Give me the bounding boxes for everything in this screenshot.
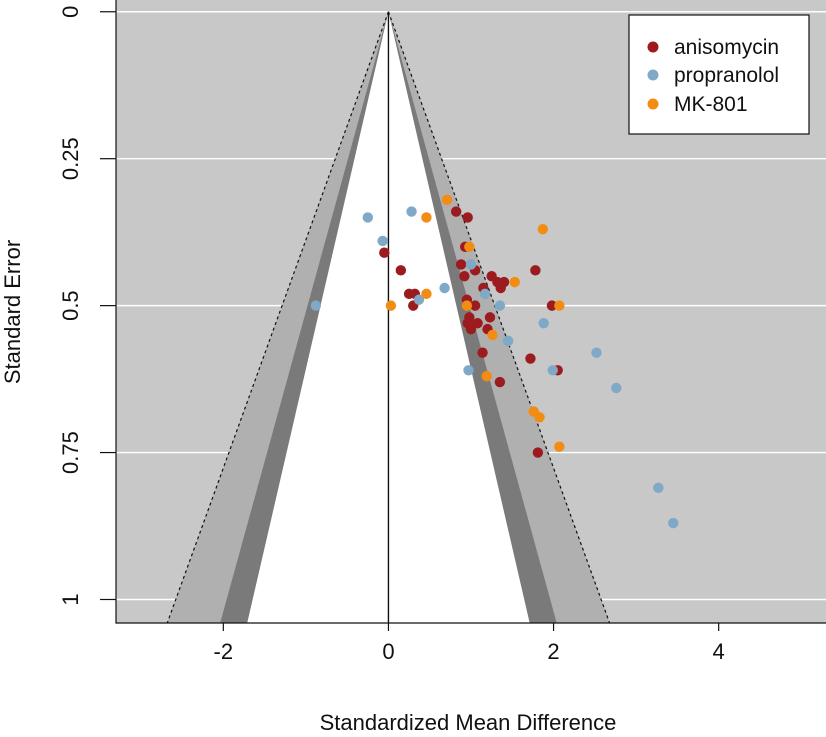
- point-mk-801-4: [509, 276, 520, 288]
- y-tick-label-4: 1: [58, 593, 83, 605]
- legend: anisomycin propranolol MK-801: [628, 14, 810, 135]
- x-axis: -2 0 2 4: [214, 623, 725, 664]
- point-propranolol-9: [538, 318, 549, 329]
- pseudo-ci-left-line: [166, 11, 390, 623]
- legend-swatch-propranolol: [647, 69, 659, 81]
- point-propranolol-6: [494, 300, 506, 311]
- point-mk-801-1: [421, 212, 432, 223]
- legend-swatch-mk-801: [647, 98, 659, 110]
- x-tick-label-2: 2: [547, 639, 559, 664]
- point-anisomycin-28: [494, 376, 506, 388]
- point-anisomycin-23: [465, 323, 477, 335]
- point-mk-801-2: [464, 241, 475, 253]
- point-mk-801-0: [441, 194, 453, 206]
- data-points: [310, 194, 679, 529]
- point-propranolol-7: [413, 294, 425, 305]
- point-anisomycin-3: [395, 265, 407, 276]
- y-axis-label: Standard Error: [0, 240, 25, 384]
- point-propranolol-3: [465, 259, 477, 270]
- x-tick-label-1: 0: [382, 639, 394, 664]
- legend-label-mk-801: MK-801: [674, 93, 748, 116]
- point-propranolol-4: [439, 282, 450, 294]
- legend-label-propranolol: propranolol: [674, 64, 779, 87]
- y-tick-label-0: 0: [58, 6, 83, 18]
- x-tick-label-0: -2: [214, 639, 234, 664]
- point-propranolol-15: [653, 482, 664, 494]
- point-anisomycin-0: [450, 206, 462, 217]
- point-anisomycin-13: [530, 265, 541, 276]
- y-tick-label-3: 0.75: [58, 431, 83, 474]
- point-mk-801-9: [487, 329, 498, 341]
- point-anisomycin-11: [495, 282, 506, 294]
- point-anisomycin-2: [379, 247, 390, 258]
- legend-swatch-anisomycin: [647, 41, 659, 53]
- point-propranolol-2: [377, 235, 388, 247]
- point-propranolol-5: [479, 288, 491, 300]
- point-propranolol-8: [310, 300, 321, 311]
- point-propranolol-10: [502, 335, 514, 347]
- point-anisomycin-30: [532, 447, 544, 458]
- point-propranolol-0: [362, 212, 374, 223]
- legend-box: [628, 14, 810, 135]
- point-mk-801-3: [537, 224, 549, 235]
- point-propranolol-12: [547, 365, 558, 376]
- point-mk-801-10: [481, 370, 492, 382]
- point-propranolol-13: [591, 347, 602, 358]
- point-anisomycin-20: [484, 312, 496, 323]
- point-mk-801-7: [385, 300, 397, 311]
- point-anisomycin-25: [477, 347, 488, 358]
- point-mk-801-13: [554, 441, 565, 452]
- point-mk-801-6: [461, 300, 473, 311]
- point-mk-801-5: [421, 288, 432, 300]
- reference-lines: [166, 11, 611, 623]
- point-anisomycin-18: [469, 300, 481, 311]
- point-mk-801-8: [554, 300, 565, 311]
- x-axis-label: Standardized Mean Difference: [320, 710, 617, 735]
- point-mk-801-12: [534, 412, 545, 423]
- point-propranolol-16: [668, 517, 679, 529]
- point-anisomycin-27: [546, 300, 558, 311]
- y-axis: 0 0.25 0.5 0.75 1: [58, 6, 116, 606]
- x-tick-label-3: 4: [713, 639, 725, 664]
- point-propranolol-1: [406, 206, 417, 217]
- y-tick-label-1: 0.25: [58, 137, 83, 180]
- point-anisomycin-4: [455, 259, 467, 270]
- y-tick-label-2: 0.5: [58, 290, 83, 321]
- point-anisomycin-1: [462, 212, 473, 223]
- legend-label-anisomycin: anisomycin: [674, 36, 779, 59]
- point-anisomycin-26: [525, 353, 536, 364]
- point-propranolol-11: [463, 365, 474, 376]
- point-anisomycin-7: [459, 271, 470, 282]
- point-propranolol-14: [611, 382, 622, 394]
- pseudo-ci-right-line: [387, 11, 611, 623]
- plot-frame: [115, 0, 826, 624]
